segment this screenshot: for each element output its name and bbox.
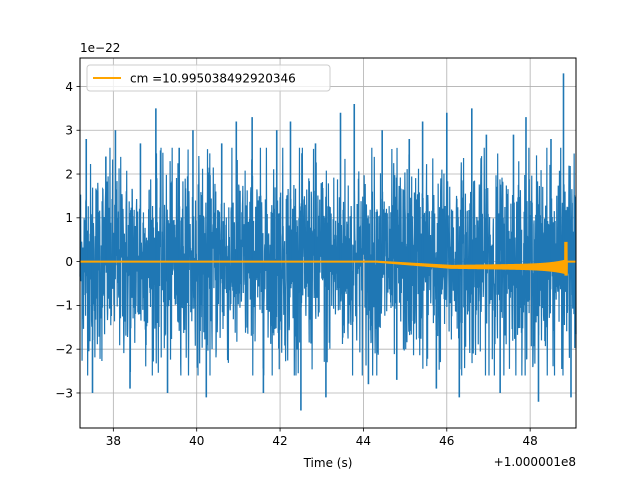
signal-line <box>80 241 576 276</box>
signal-series <box>80 241 576 276</box>
x-tick-label: 40 <box>189 434 204 448</box>
y-tick-label: −1 <box>55 299 73 313</box>
x-axis-label: Time (s) <box>303 456 353 470</box>
y-tick-label: 3 <box>65 124 73 138</box>
noise-series <box>79 73 577 411</box>
x-tick-label: 46 <box>439 434 454 448</box>
y-axis-ticks: −3 −2 −1 0 1 2 3 4 <box>55 80 80 400</box>
y-tick-label: 2 <box>65 167 73 181</box>
y-tick-label: 1 <box>65 211 73 225</box>
x-tick-label: 44 <box>356 434 371 448</box>
legend-box <box>86 64 331 92</box>
y-tick-label: 4 <box>65 80 73 94</box>
y-scale-offset: 1e−22 <box>80 41 120 55</box>
y-tick-label: −2 <box>55 342 73 356</box>
noise-line <box>79 147 577 376</box>
legend-label-signal: cm =10.995038492920346 <box>130 72 296 86</box>
y-tick-label: −3 <box>55 386 73 400</box>
x-tick-label: 42 <box>272 434 287 448</box>
plot-frame <box>79 57 577 429</box>
x-tick-label: 38 <box>106 434 121 448</box>
x-axis-ticks: 38 40 42 44 46 48 <box>106 428 538 448</box>
legend: cm =10.995038492920346 <box>86 64 331 92</box>
y-tick-label: 0 <box>65 255 73 269</box>
x-tick-label: 48 <box>523 434 538 448</box>
x-offset-label: +1.000001e8 <box>494 455 576 469</box>
